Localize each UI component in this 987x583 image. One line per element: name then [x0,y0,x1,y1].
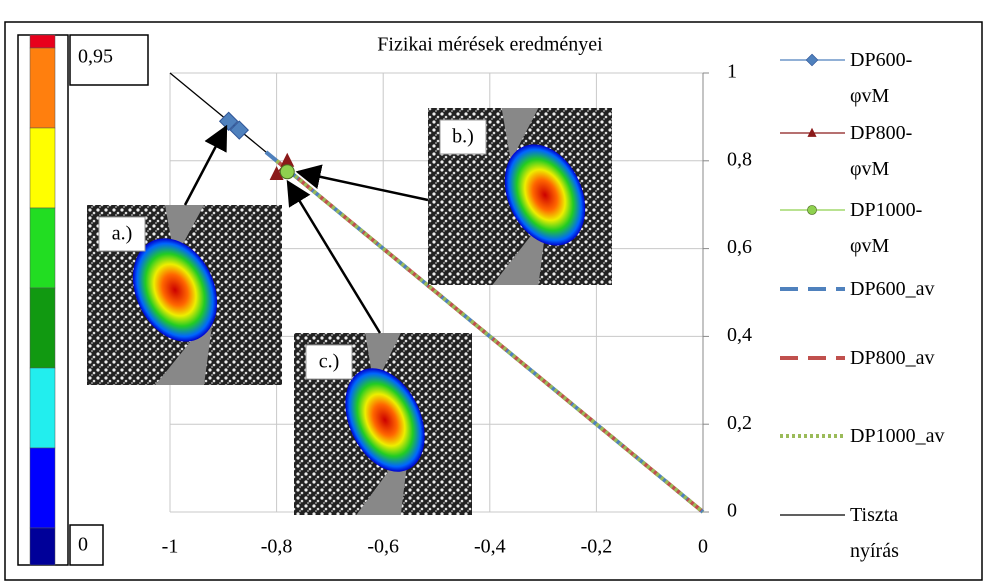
legend-label: DP1000_av [850,418,985,454]
y-tick-label: 0,6 [727,236,752,258]
legend-marker [806,54,818,66]
marker [280,165,294,179]
inset-label: b.) [452,126,474,148]
inset-label: c.) [319,351,340,373]
x-tick-label: -0,4 [474,536,506,558]
colorbar-segment [30,48,55,128]
y-tick-label: 0 [727,500,737,522]
chart-title: Fizikai mérések eredményei [377,34,603,56]
colorbar-label: 0 [78,534,88,556]
y-tick-label: 0,4 [727,324,752,346]
colorbar-segment [30,208,55,288]
colorbar-segment [30,288,55,368]
arrow [288,182,380,333]
page: Fizikai mérések eredményei 0,950 -1-0,8-… [0,0,987,583]
y-tick-label: 0,8 [727,148,752,170]
y-tick-label: 0,2 [727,412,752,434]
colorbar-segment [30,448,55,528]
x-tick-label: -1 [162,536,179,558]
inset-label: a.) [112,223,133,245]
plot: -1 -0,8 -0,6 -0,4 -0,2 00 0,2 0,4 0,6 0,8 1 a.) b.) c… [87,61,752,558]
legend-marker [807,205,816,214]
colorbar-segment [30,35,55,48]
x-tick-label: 0 [698,536,708,558]
legend-label: DP1000-φvM [850,192,920,264]
colorbar-segment [30,528,55,565]
x-tick-label: -0,6 [367,536,399,558]
colorbar-label: 0,95 [78,46,113,68]
x-tick-label: -0,8 [261,536,293,558]
legend-label: Tiszta nyírás [850,497,930,569]
inset-image: b.) [428,108,612,285]
y-tick-label: 1 [727,61,737,83]
arrow [185,127,226,205]
inset-image: c.) [294,333,472,515]
x-tick-label: -0,2 [581,536,613,558]
colorbar-segment [30,128,55,208]
legend-label: DP600-φvM [850,42,920,114]
legend-label: DP600_av [850,271,985,307]
colorbar-segment [30,368,55,448]
chart: Fizikai mérések eredményei 0,950 -1-0,8-… [0,0,987,583]
legend-label: DP800-φvM [850,115,920,187]
inset-image: a.) [87,205,282,385]
legend-label: DP800_av [850,340,985,376]
